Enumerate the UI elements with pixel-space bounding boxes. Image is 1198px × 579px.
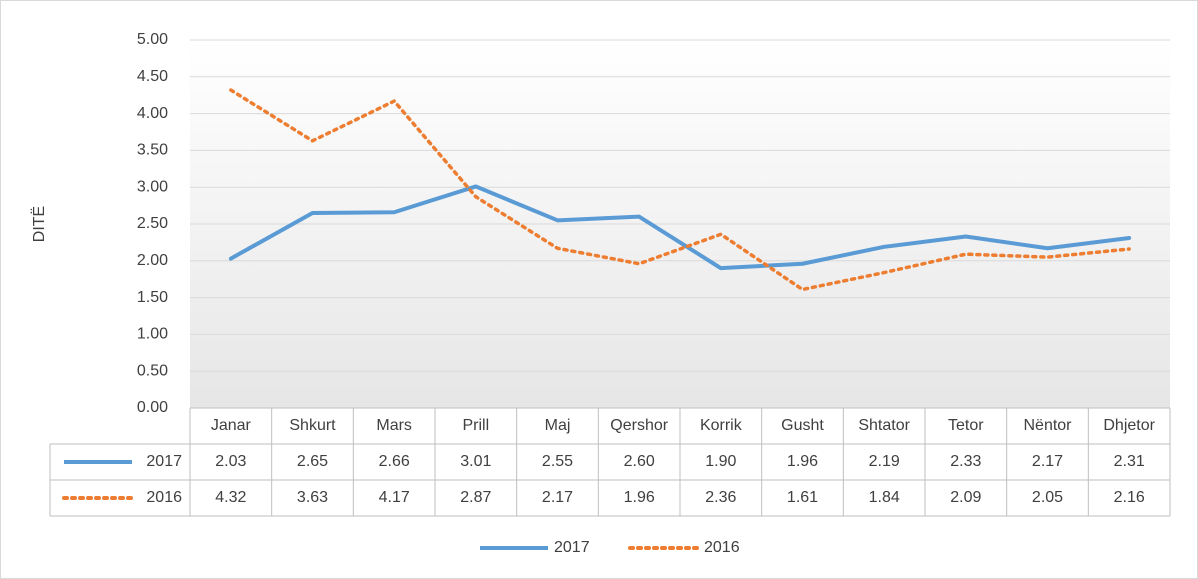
table-value: 2.33 bbox=[950, 453, 981, 470]
x-tick-label: Gusht bbox=[781, 417, 824, 434]
table-value: 2.60 bbox=[624, 453, 655, 470]
legend-label: 2017 bbox=[554, 539, 590, 556]
table-value: 4.32 bbox=[215, 489, 246, 506]
table-value: 2.17 bbox=[542, 489, 573, 506]
legend-label: 2016 bbox=[704, 539, 740, 556]
y-tick-label: 2.00 bbox=[137, 252, 168, 269]
table-value: 1.90 bbox=[705, 453, 736, 470]
table-value: 2.17 bbox=[1032, 453, 1063, 470]
x-tick-label: Qershor bbox=[610, 417, 668, 434]
table-value: 1.96 bbox=[624, 489, 655, 506]
table-value: 2.36 bbox=[705, 489, 736, 506]
table-value: 1.96 bbox=[787, 453, 818, 470]
y-tick-label: 2.50 bbox=[137, 215, 168, 232]
table-series-name: 2016 bbox=[146, 489, 182, 506]
y-axis-label: DITË bbox=[30, 206, 48, 242]
y-tick-label: 3.50 bbox=[137, 142, 168, 159]
table-value: 2.87 bbox=[460, 489, 491, 506]
series-line bbox=[228, 184, 1132, 271]
x-tick-label: Mars bbox=[376, 417, 412, 434]
table-value: 2.05 bbox=[1032, 489, 1063, 506]
x-tick-label: Janar bbox=[211, 417, 252, 434]
table-value: 1.84 bbox=[869, 489, 900, 506]
y-tick-label: 3.00 bbox=[137, 178, 168, 195]
x-tick-label: Tetor bbox=[948, 417, 984, 434]
y-tick-label: 1.00 bbox=[137, 326, 168, 343]
x-tick-label: Maj bbox=[545, 417, 571, 434]
x-tick-label: Shkurt bbox=[289, 417, 336, 434]
table-value: 4.17 bbox=[379, 489, 410, 506]
x-tick-label: Nëntor bbox=[1023, 417, 1072, 434]
table-value: 2.55 bbox=[542, 453, 573, 470]
y-tick-label: 4.50 bbox=[137, 68, 168, 85]
table-value: 2.66 bbox=[379, 453, 410, 470]
table-value: 3.63 bbox=[297, 489, 328, 506]
table-value: 2.19 bbox=[869, 453, 900, 470]
x-tick-label: Shtator bbox=[858, 417, 910, 434]
y-tick-label: 5.00 bbox=[137, 31, 168, 48]
y-tick-label: 0.50 bbox=[137, 362, 168, 379]
y-tick-label: 0.00 bbox=[137, 399, 168, 416]
y-tick-label: 4.00 bbox=[137, 105, 168, 122]
table-value: 2.03 bbox=[215, 453, 246, 470]
x-tick-label: Korrik bbox=[700, 417, 743, 434]
y-tick-label: 1.50 bbox=[137, 289, 168, 306]
table-value: 2.09 bbox=[950, 489, 981, 506]
table-series-name: 2017 bbox=[146, 453, 182, 470]
table-value: 2.65 bbox=[297, 453, 328, 470]
table-value: 3.01 bbox=[460, 453, 491, 470]
x-tick-label: Dhjetor bbox=[1103, 417, 1155, 434]
table-value: 1.61 bbox=[787, 489, 818, 506]
table-value: 2.31 bbox=[1114, 453, 1145, 470]
x-tick-label: Prill bbox=[462, 417, 489, 434]
table-value: 2.16 bbox=[1114, 489, 1145, 506]
series-line bbox=[229, 88, 1131, 292]
